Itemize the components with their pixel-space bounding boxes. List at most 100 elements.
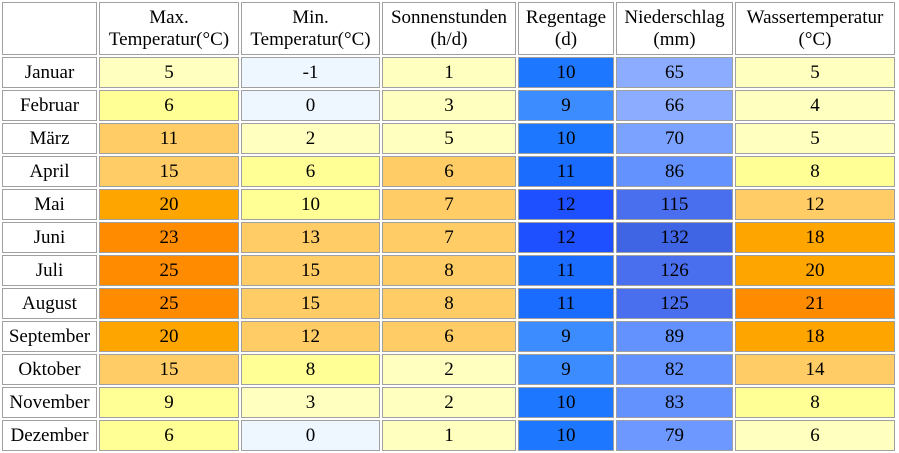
water-temperature-cell: 20 <box>735 255 895 286</box>
table-row: Januar 5 -1 1 10 65 5 <box>2 57 895 88</box>
sunshine-hours-cell: 7 <box>382 189 516 220</box>
month-label: Dezember <box>2 420 97 451</box>
min-temperature-cell: 2 <box>241 123 380 154</box>
precipitation-cell: 126 <box>616 255 733 286</box>
water-temperature-cell: 8 <box>735 156 895 187</box>
header-rain-days: Regentage (d) <box>518 2 614 55</box>
max-temperature-cell: 15 <box>99 354 239 385</box>
precipitation-cell: 70 <box>616 123 733 154</box>
month-label: Oktober <box>2 354 97 385</box>
sunshine-hours-cell: 6 <box>382 156 516 187</box>
month-label: September <box>2 321 97 352</box>
rain-days-cell: 9 <box>518 321 614 352</box>
rain-days-cell: 10 <box>518 420 614 451</box>
precipitation-cell: 132 <box>616 222 733 253</box>
precipitation-cell: 86 <box>616 156 733 187</box>
max-temperature-cell: 6 <box>99 420 239 451</box>
min-temperature-cell: 6 <box>241 156 380 187</box>
table-row: Oktober 15 8 2 9 82 14 <box>2 354 895 385</box>
month-label: Februar <box>2 90 97 121</box>
rain-days-cell: 10 <box>518 387 614 418</box>
min-temperature-cell: 0 <box>241 420 380 451</box>
header-row: Max. Temperatur(°C) Min. Temperatur(°C) So… <box>2 2 895 55</box>
water-temperature-cell: 8 <box>735 387 895 418</box>
header-min-temperature: Min. Temperatur(°C) <box>241 2 380 55</box>
table-row: September 20 12 6 9 89 18 <box>2 321 895 352</box>
water-temperature-cell: 18 <box>735 222 895 253</box>
precipitation-cell: 82 <box>616 354 733 385</box>
table-row: März 11 2 5 10 70 5 <box>2 123 895 154</box>
rain-days-cell: 12 <box>518 189 614 220</box>
sunshine-hours-cell: 7 <box>382 222 516 253</box>
header-sunshine-hours: Sonnenstunden (h/d) <box>382 2 516 55</box>
precipitation-cell: 83 <box>616 387 733 418</box>
max-temperature-cell: 6 <box>99 90 239 121</box>
header-max-temperature: Max. Temperatur(°C) <box>99 2 239 55</box>
month-label: März <box>2 123 97 154</box>
water-temperature-cell: 6 <box>735 420 895 451</box>
water-temperature-cell: 12 <box>735 189 895 220</box>
month-label: Mai <box>2 189 97 220</box>
max-temperature-cell: 25 <box>99 288 239 319</box>
rain-days-cell: 11 <box>518 288 614 319</box>
rain-days-cell: 9 <box>518 90 614 121</box>
table-row: Juli 25 15 8 11 126 20 <box>2 255 895 286</box>
month-label: Juni <box>2 222 97 253</box>
rain-days-cell: 10 <box>518 57 614 88</box>
sunshine-hours-cell: 2 <box>382 354 516 385</box>
table-row: Mai 20 10 7 12 115 12 <box>2 189 895 220</box>
month-label: August <box>2 288 97 319</box>
max-temperature-cell: 9 <box>99 387 239 418</box>
max-temperature-cell: 15 <box>99 156 239 187</box>
corner-cell <box>2 2 97 55</box>
max-temperature-cell: 20 <box>99 189 239 220</box>
table-row: Dezember 6 0 1 10 79 6 <box>2 420 895 451</box>
sunshine-hours-cell: 1 <box>382 420 516 451</box>
min-temperature-cell: 13 <box>241 222 380 253</box>
min-temperature-cell: -1 <box>241 57 380 88</box>
water-temperature-cell: 4 <box>735 90 895 121</box>
sunshine-hours-cell: 3 <box>382 90 516 121</box>
sunshine-hours-cell: 6 <box>382 321 516 352</box>
min-temperature-cell: 15 <box>241 288 380 319</box>
max-temperature-cell: 11 <box>99 123 239 154</box>
min-temperature-cell: 15 <box>241 255 380 286</box>
precipitation-cell: 125 <box>616 288 733 319</box>
min-temperature-cell: 8 <box>241 354 380 385</box>
rain-days-cell: 9 <box>518 354 614 385</box>
month-label: April <box>2 156 97 187</box>
table-row: April 15 6 6 11 86 8 <box>2 156 895 187</box>
sunshine-hours-cell: 8 <box>382 288 516 319</box>
rain-days-cell: 10 <box>518 123 614 154</box>
min-temperature-cell: 0 <box>241 90 380 121</box>
water-temperature-cell: 14 <box>735 354 895 385</box>
precipitation-cell: 66 <box>616 90 733 121</box>
precipitation-cell: 115 <box>616 189 733 220</box>
sunshine-hours-cell: 8 <box>382 255 516 286</box>
table-row: November 9 3 2 10 83 8 <box>2 387 895 418</box>
water-temperature-cell: 5 <box>735 57 895 88</box>
min-temperature-cell: 3 <box>241 387 380 418</box>
sunshine-hours-cell: 2 <box>382 387 516 418</box>
water-temperature-cell: 18 <box>735 321 895 352</box>
max-temperature-cell: 23 <box>99 222 239 253</box>
max-temperature-cell: 20 <box>99 321 239 352</box>
month-label: November <box>2 387 97 418</box>
table-row: Februar 6 0 3 9 66 4 <box>2 90 895 121</box>
month-label: Januar <box>2 57 97 88</box>
max-temperature-cell: 25 <box>99 255 239 286</box>
max-temperature-cell: 5 <box>99 57 239 88</box>
sunshine-hours-cell: 5 <box>382 123 516 154</box>
min-temperature-cell: 10 <box>241 189 380 220</box>
table-row: August 25 15 8 11 125 21 <box>2 288 895 319</box>
min-temperature-cell: 12 <box>241 321 380 352</box>
precipitation-cell: 89 <box>616 321 733 352</box>
precipitation-cell: 79 <box>616 420 733 451</box>
rain-days-cell: 11 <box>518 156 614 187</box>
water-temperature-cell: 5 <box>735 123 895 154</box>
precipitation-cell: 65 <box>616 57 733 88</box>
table-body: Januar 5 -1 1 10 65 5 Februar 6 0 3 9 66 4 März 11 2 5 10 7… <box>2 57 895 451</box>
water-temperature-cell: 21 <box>735 288 895 319</box>
month-label: Juli <box>2 255 97 286</box>
